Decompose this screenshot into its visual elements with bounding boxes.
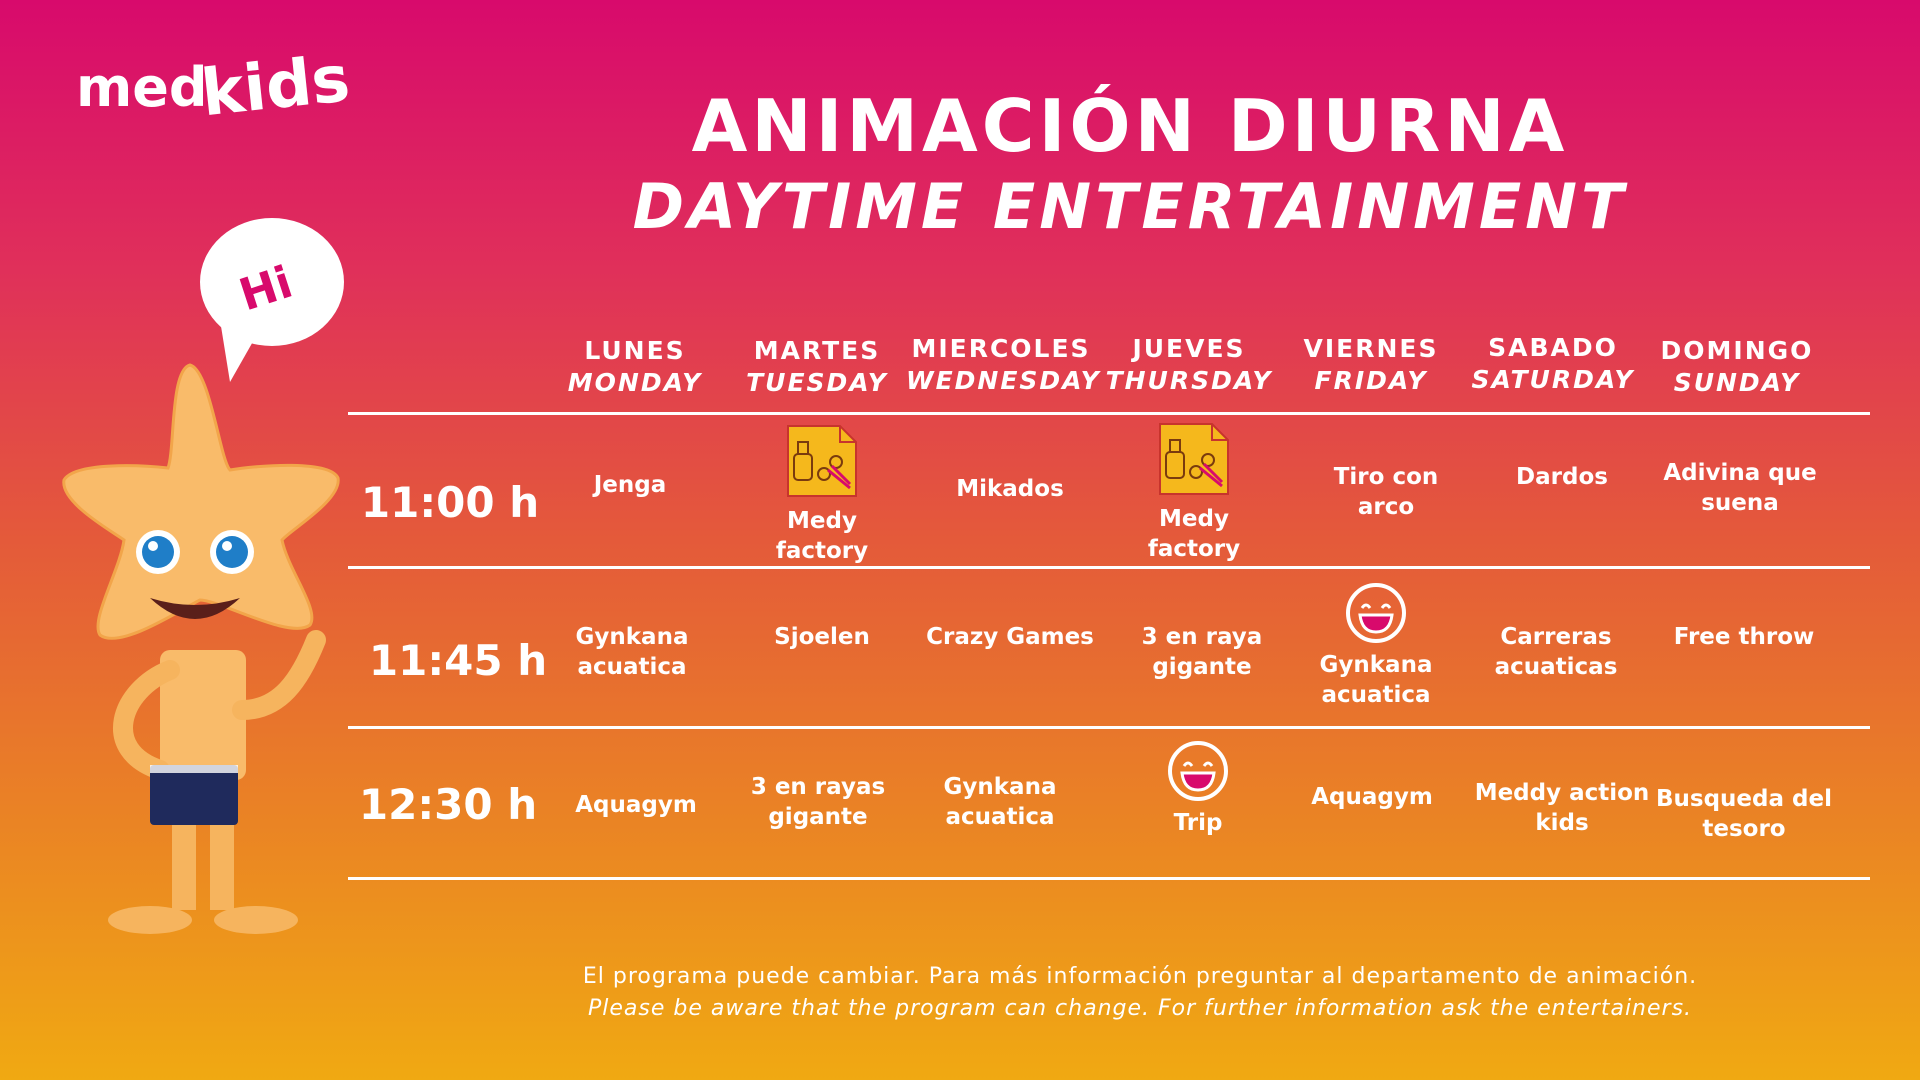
- table-rule: [348, 726, 1870, 729]
- schedule-cell: Meddy action kids: [1462, 778, 1662, 838]
- schedule-cell: Crazy Games: [910, 622, 1110, 652]
- activity-line-1: Busqueda del: [1656, 786, 1832, 812]
- craft-icon: [1159, 423, 1229, 495]
- activity-line-1: Gynkana: [575, 624, 689, 650]
- day-en: WEDNESDAY: [906, 366, 1101, 395]
- activity-line-1: Carreras: [1500, 624, 1612, 650]
- time-slot: 11:45 h: [368, 636, 548, 685]
- time-slot: 11:00 h: [360, 478, 540, 527]
- logo-text-med: med: [76, 56, 208, 119]
- activity-line-1: Jenga: [593, 472, 667, 498]
- schedule-cell: Dardos: [1462, 462, 1662, 492]
- day-es: DOMINGO: [1660, 336, 1814, 365]
- activity-line-2: arco: [1357, 494, 1415, 520]
- schedule-cell: Busqueda del tesoro: [1644, 784, 1844, 844]
- speech-bubble: Hi: [200, 218, 344, 382]
- day-es: MARTES: [753, 336, 881, 365]
- schedule-cell: Adivina que suena: [1640, 458, 1840, 518]
- day-header-wednesday: MIERCOLES WEDNESDAY: [906, 333, 1101, 397]
- table-rule-top: [348, 412, 1870, 415]
- schedule-cell: Trip: [1098, 740, 1298, 838]
- title-english: DAYTIME ENTERTAINMENT: [632, 170, 1628, 243]
- schedule-cell: Gynkana acuatica: [532, 622, 732, 682]
- activity-line-2: factory: [775, 538, 869, 564]
- schedule-cell: Free throw: [1644, 622, 1844, 652]
- time-slot: 12:30 h: [358, 780, 538, 829]
- schedule-cell: Gynkana acuatica: [900, 772, 1100, 832]
- day-es: SABADO: [1488, 333, 1618, 362]
- schedule-cell: Carreras acuaticas: [1456, 622, 1656, 682]
- activity-line-1: Adivina que: [1663, 460, 1817, 486]
- activity-line-2: acuaticas: [1494, 654, 1618, 680]
- day-header-tuesday: MARTES TUESDAY: [722, 335, 912, 399]
- footer-note-english: Please be aware that the program can cha…: [587, 996, 1693, 1021]
- activity-line-1: Trip: [1173, 810, 1223, 836]
- craft-icon: [787, 425, 857, 497]
- activity-line-2: acuatica: [1321, 682, 1431, 708]
- day-header-monday: LUNES MONDAY: [540, 335, 730, 399]
- day-en: TUESDAY: [746, 368, 888, 397]
- day-header-sunday: DOMINGO SUNDAY: [1642, 335, 1832, 399]
- title-spanish: ANIMACIÓN DIURNA: [691, 84, 1569, 168]
- schedule-cell: Mikados: [910, 474, 1110, 504]
- day-en: SATURDAY: [1471, 365, 1635, 394]
- activity-line-2: tesoro: [1702, 816, 1786, 842]
- medkids-logo: med kids: [76, 44, 353, 131]
- schedule-cell: 3 en raya gigante: [1102, 622, 1302, 682]
- activity-line-1: 3 en rayas: [750, 774, 886, 800]
- smiley-icon: [1168, 741, 1228, 801]
- day-en: THURSDAY: [1105, 366, 1273, 395]
- table-rule: [348, 566, 1870, 569]
- activity-line-2: kids: [1535, 810, 1589, 836]
- activity-line-1: Tiro con: [1333, 464, 1439, 490]
- schedule-cell: Medy factory: [1094, 420, 1294, 564]
- activity-line-1: Dardos: [1516, 464, 1608, 490]
- logo-text-kids: kids: [198, 44, 353, 131]
- schedule-cell: Aquagym: [1272, 782, 1472, 812]
- activity-line-2: acuatica: [577, 654, 687, 680]
- day-header-friday: VIERNES FRIDAY: [1276, 333, 1466, 397]
- activity-line-1: Free throw: [1673, 624, 1815, 650]
- schedule-cell: Gynkana acuatica: [1276, 582, 1476, 710]
- day-es: LUNES: [584, 336, 686, 365]
- activity-line-1: Aquagym: [1311, 784, 1433, 810]
- day-es: MIERCOLES: [911, 334, 1091, 363]
- activity-line-1: 3 en raya: [1141, 624, 1263, 650]
- day-es: VIERNES: [1303, 334, 1439, 363]
- activity-line-1: Medy: [1159, 506, 1229, 532]
- activity-line-1: Sjoelen: [774, 624, 870, 650]
- activity-line-2: suena: [1701, 490, 1779, 516]
- day-es: JUEVES: [1132, 334, 1246, 363]
- day-en: FRIDAY: [1314, 366, 1428, 395]
- smiley-icon: [1346, 583, 1406, 643]
- schedule-cell: Sjoelen: [722, 622, 922, 652]
- schedule-cell: Medy factory: [722, 422, 922, 566]
- starfish-mascot: Hi: [62, 218, 344, 934]
- activity-line-2: gigante: [768, 804, 868, 830]
- schedule-cell: Aquagym: [536, 790, 736, 820]
- activity-line-1: Aquagym: [575, 792, 697, 818]
- activity-line-1: Meddy action: [1474, 780, 1650, 806]
- activity-line-1: Gynkana: [943, 774, 1057, 800]
- day-en: SUNDAY: [1673, 368, 1801, 397]
- activity-line-1: Gynkana: [1319, 652, 1433, 678]
- schedule-cell: Tiro con arco: [1286, 462, 1486, 522]
- schedule-cell: Jenga: [530, 470, 730, 500]
- day-header-thursday: JUEVES THURSDAY: [1094, 333, 1284, 397]
- table-rule-bottom: [348, 877, 1870, 880]
- activity-line-2: factory: [1147, 536, 1241, 562]
- activity-line-1: Mikados: [956, 476, 1064, 502]
- activity-line-1: Crazy Games: [926, 624, 1094, 650]
- schedule-cell: 3 en rayas gigante: [718, 772, 918, 832]
- activity-line-1: Medy: [787, 508, 857, 534]
- day-en: MONDAY: [567, 368, 703, 397]
- activity-line-2: acuatica: [945, 804, 1055, 830]
- day-header-saturday: SABADO SATURDAY: [1458, 332, 1648, 396]
- activity-line-2: gigante: [1152, 654, 1252, 680]
- footer-note-spanish: El programa puede cambiar. Para más info…: [582, 964, 1698, 989]
